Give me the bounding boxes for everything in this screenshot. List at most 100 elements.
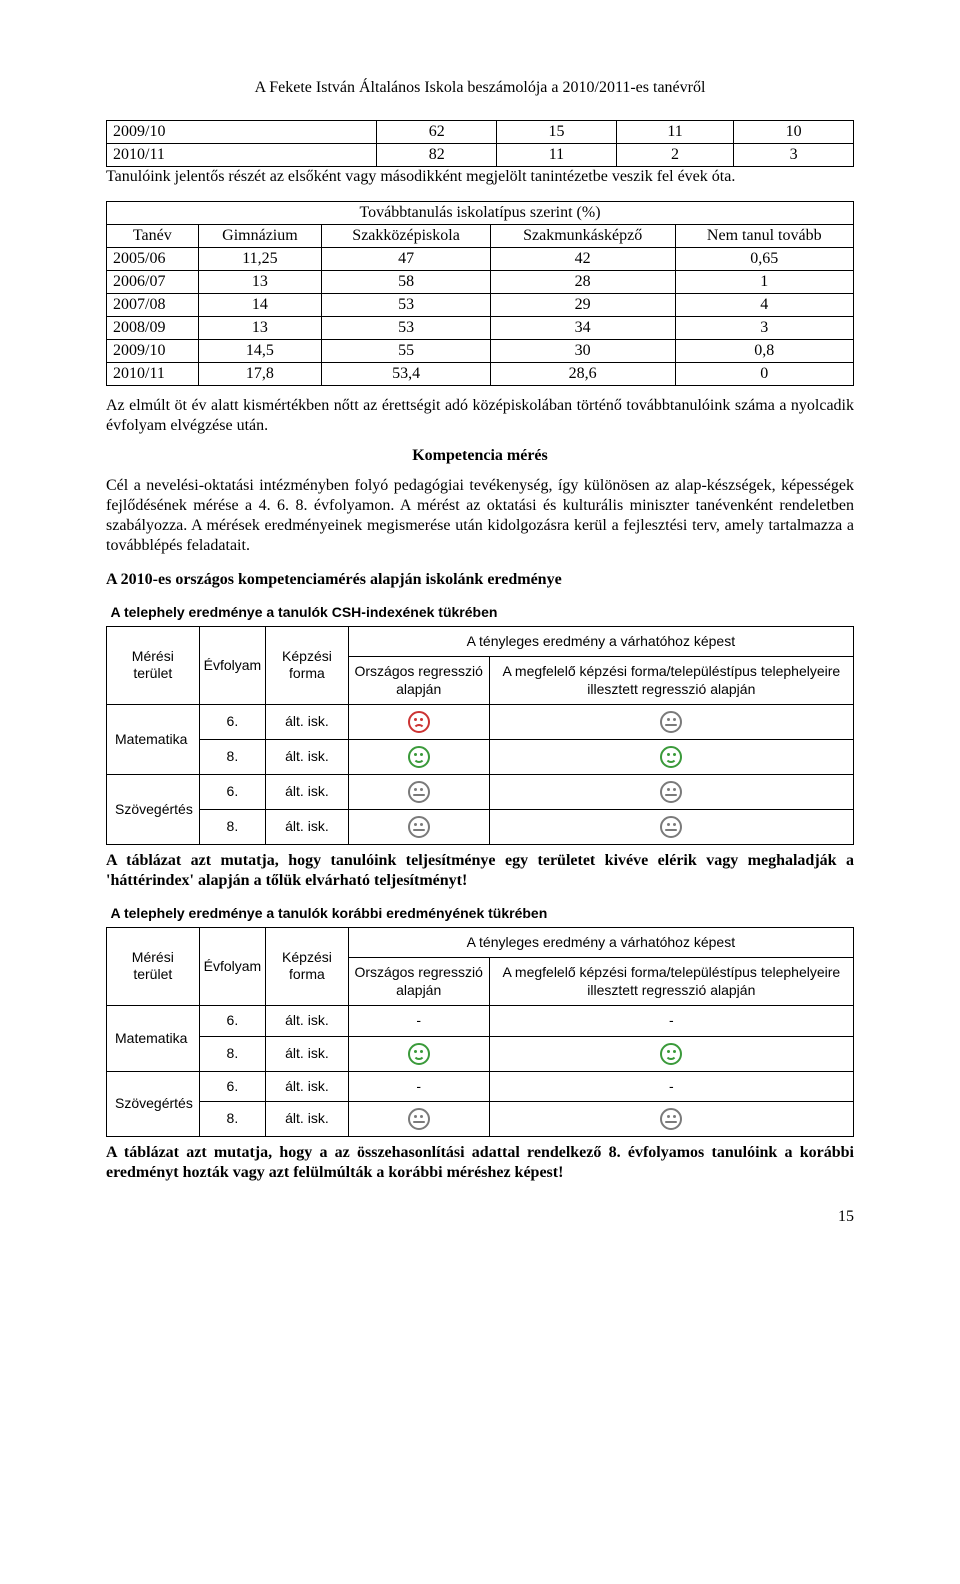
dash-icon: -: [669, 1078, 674, 1094]
smile-face-icon: [408, 1043, 430, 1065]
neutral-face-icon: [408, 781, 430, 803]
para-2: Cél a nevelési-oktatási intézményben fol…: [106, 476, 854, 556]
table-cell: 34: [490, 317, 675, 340]
table-cell: 4: [675, 294, 854, 317]
col-header: Mérési terület: [107, 626, 200, 705]
continuation-table-title: Továbbtanulás iskolatípus szerint (%): [107, 202, 854, 225]
smile-face-icon: [408, 746, 430, 768]
col-header: Évfolyam: [199, 927, 266, 1006]
para-4: A táblázat azt mutatja, hogy a az összeh…: [106, 1143, 854, 1183]
table-cell: 11: [616, 121, 733, 144]
result-cell: -: [348, 1006, 489, 1037]
form-cell: ált. isk.: [266, 775, 349, 810]
table-cell: 53,4: [322, 363, 491, 386]
col-header: Képzési forma: [266, 927, 349, 1006]
col-header: A tényleges eredmény a várhatóhoz képest: [348, 927, 853, 958]
neutral-face-icon: [660, 781, 682, 803]
grade-cell: 6.: [199, 775, 266, 810]
col-header: A megfelelő képzési forma/településtípus…: [489, 657, 853, 705]
results-table-prev: A telephely eredménye a tanulók korábbi …: [106, 901, 854, 1137]
smile-face-icon: [660, 746, 682, 768]
col-header: Évfolyam: [199, 626, 266, 705]
dash-icon: -: [416, 1012, 421, 1028]
results-table-csh: A telephely eredménye a tanulók CSH-inde…: [106, 600, 854, 845]
col-header: Országos regresszió alapján: [348, 958, 489, 1006]
form-cell: ált. isk.: [266, 1036, 349, 1071]
grade-cell: 8.: [199, 740, 266, 775]
table-cell: 0: [675, 363, 854, 386]
form-cell: ált. isk.: [266, 810, 349, 845]
result-cell: [348, 705, 489, 740]
table-cell: 2007/08: [107, 294, 199, 317]
table-cell: 2008/09: [107, 317, 199, 340]
intake-table: 2009/10621511102010/11821123: [106, 120, 854, 167]
form-cell: ált. isk.: [266, 740, 349, 775]
form-cell: ált. isk.: [266, 705, 349, 740]
page-header: A Fekete István Általános Iskola beszámo…: [106, 78, 854, 98]
table-cell: 53: [322, 294, 491, 317]
result-cell: [348, 1102, 489, 1137]
table-cell: 17,8: [198, 363, 322, 386]
table-cell: 30: [490, 340, 675, 363]
table-cell: 3: [734, 144, 854, 167]
dash-icon: -: [416, 1078, 421, 1094]
page-number: 15: [106, 1207, 854, 1227]
result-cell: -: [489, 1006, 853, 1037]
competence-heading: Kompetencia mérés: [106, 446, 854, 466]
table-cell: 53: [322, 317, 491, 340]
subject-cell: Szövegértés: [107, 1071, 200, 1137]
para-3: A táblázat azt mutatja, hogy tanulóink t…: [106, 851, 854, 891]
col-header: A megfelelő képzési forma/településtípus…: [489, 958, 853, 1006]
grade-cell: 6.: [199, 1071, 266, 1102]
subject-cell: Szövegértés: [107, 775, 200, 845]
table-cell: 2010/11: [107, 144, 377, 167]
dash-icon: -: [669, 1012, 674, 1028]
table-cell: 28,6: [490, 363, 675, 386]
table-cell: 15: [497, 121, 617, 144]
table-cell: 11,25: [198, 248, 322, 271]
result-cell: [348, 1036, 489, 1071]
result-caption: A telephely eredménye a tanulók korábbi …: [107, 901, 854, 927]
table-header: Szakközépiskola: [322, 225, 491, 248]
sad-face-icon: [408, 711, 430, 733]
para-1: Az elmúlt öt év alatt kismértékben nőtt …: [106, 396, 854, 436]
table-cell: 55: [322, 340, 491, 363]
table-cell: 14: [198, 294, 322, 317]
result-cell: [489, 1102, 853, 1137]
table-header: Nem tanul tovább: [675, 225, 854, 248]
result-cell: [348, 740, 489, 775]
table-cell: 62: [377, 121, 497, 144]
col-header: A tényleges eredmény a várhatóhoz képest: [348, 626, 853, 657]
table-cell: 1: [675, 271, 854, 294]
table-cell: 29: [490, 294, 675, 317]
result-cell: [489, 740, 853, 775]
col-header: Mérési terület: [107, 927, 200, 1006]
table-header: Gimnázium: [198, 225, 322, 248]
grade-cell: 8.: [199, 1102, 266, 1137]
table-cell: 13: [198, 271, 322, 294]
table-cell: 2005/06: [107, 248, 199, 271]
form-cell: ált. isk.: [266, 1006, 349, 1037]
result-cell: [348, 775, 489, 810]
intake-note: Tanulóink jelentős részét az elsőként va…: [106, 167, 854, 187]
grade-cell: 6.: [199, 1006, 266, 1037]
neutral-face-icon: [408, 1108, 430, 1130]
table-cell: 3: [675, 317, 854, 340]
result-cell: [489, 810, 853, 845]
table-cell: 2009/10: [107, 340, 199, 363]
table-cell: 42: [490, 248, 675, 271]
subject-cell: Matematika: [107, 705, 200, 775]
continuation-table: Továbbtanulás iskolatípus szerint (%) Ta…: [106, 201, 854, 386]
grade-cell: 8.: [199, 1036, 266, 1071]
table-cell: 47: [322, 248, 491, 271]
col-header: Országos regresszió alapján: [348, 657, 489, 705]
result-cell: -: [348, 1071, 489, 1102]
results-2010-heading: A 2010-es országos kompetenciamérés alap…: [106, 570, 854, 590]
table-cell: 82: [377, 144, 497, 167]
result-cell: [489, 1036, 853, 1071]
result-cell: [489, 775, 853, 810]
table-cell: 14,5: [198, 340, 322, 363]
grade-cell: 8.: [199, 810, 266, 845]
grade-cell: 6.: [199, 705, 266, 740]
table-cell: 13: [198, 317, 322, 340]
